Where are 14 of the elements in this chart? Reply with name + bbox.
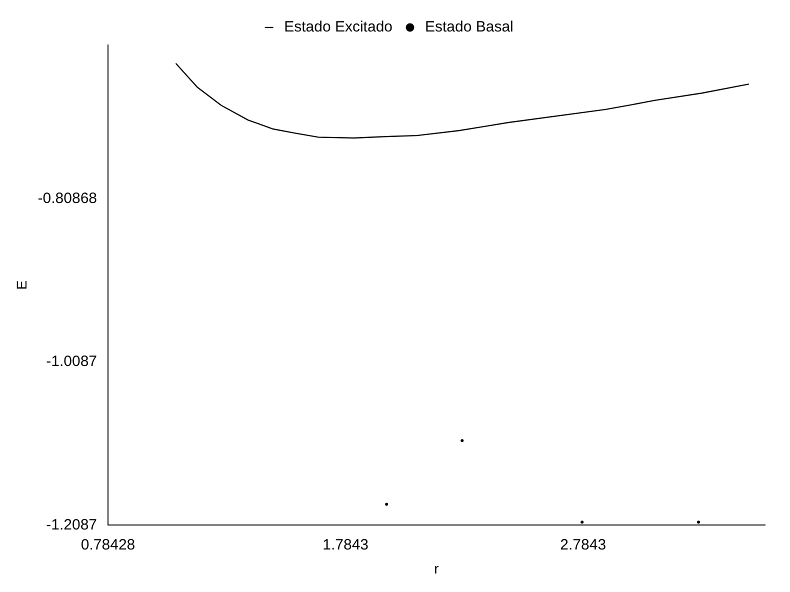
y-tick-label: -1.2087 (46, 516, 98, 534)
x-tick-label: 1.7843 (322, 536, 369, 554)
legend-label: Estado Excitado (284, 18, 393, 36)
x-tick-label: 0.78428 (80, 536, 136, 554)
legend-label: Estado Basal (425, 18, 514, 36)
point (580, 520, 584, 524)
y-axis-title: E (13, 280, 30, 290)
x-axis-title: r (434, 560, 440, 576)
x-tick-label: 2.7843 (560, 536, 606, 554)
point (460, 439, 464, 442)
point (385, 502, 388, 506)
y-tick-label: -0.80868 (38, 190, 98, 208)
y-tick-label: -1.0087 (46, 353, 98, 370)
point (696, 520, 700, 524)
